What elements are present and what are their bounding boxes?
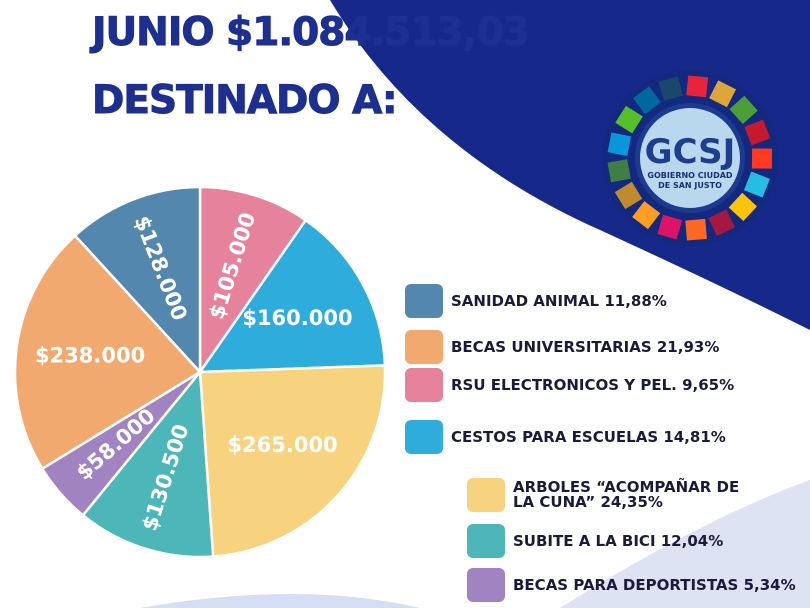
legend-label: RSU ELECTRONICOS Y PEL. 9,65% — [451, 375, 735, 394]
legend-swatch — [467, 478, 505, 512]
legend-swatch — [405, 284, 443, 318]
legend-label: SUBITE A LA BICI 12,04% — [513, 531, 724, 550]
sdg-goal-icon — [614, 181, 643, 210]
sdg-goal-icon — [607, 132, 632, 156]
legend-label: CESTOS PARA ESCUELAS 14,81% — [451, 427, 726, 446]
svg-text:GOBIERNO CIUDAD: GOBIERNO CIUDAD — [647, 171, 733, 180]
sdg-goal-icon — [685, 218, 707, 241]
sdg-goal-icon — [743, 171, 770, 198]
sdg-goal-icon — [744, 119, 771, 146]
legend-swatch — [467, 568, 505, 602]
sdg-goal-icon — [686, 75, 709, 98]
svg-text:DE SAN JUSTO: DE SAN JUSTO — [658, 181, 722, 190]
pie-slice — [73, 185, 202, 376]
pie-chart: $105.000$160.000$265.000$130.500$58.000$… — [13, 185, 387, 559]
pie-slice — [198, 185, 308, 376]
legend-label: BECAS PARA DEPORTISTAS 5,34% — [513, 575, 796, 594]
sdg-goal-icon — [633, 86, 662, 115]
legend-item: BECAS PARA DEPORTISTAS 5,34% — [467, 568, 796, 602]
pie-data-label: $160.000 — [242, 306, 352, 330]
pie-slice — [197, 218, 387, 374]
legend-swatch — [405, 330, 443, 364]
legend-item: SUBITE A LA BICI 12,04% — [467, 524, 723, 558]
sdg-goal-icon — [729, 95, 758, 125]
pie-slice — [81, 368, 215, 559]
pie-data-label: $265.000 — [227, 433, 337, 457]
logo-acronym: GCSJ — [645, 132, 736, 172]
title-destined: DESTINADO A: — [92, 78, 399, 124]
sdg-goal-icon — [658, 76, 684, 101]
pie-slice — [13, 233, 202, 471]
legend-swatch — [405, 420, 443, 454]
sdg-goal-icon — [607, 159, 631, 183]
legend-item: CESTOS PARA ESCUELAS 14,81% — [405, 420, 726, 454]
sdg-goal-icon — [657, 214, 683, 240]
legend-label: SANIDAD ANIMAL 11,88% — [451, 291, 667, 310]
sdg-goal-icon — [751, 148, 773, 169]
legend-item: RSU ELECTRONICOS Y PEL. 9,65% — [405, 368, 734, 402]
legend-item: BECAS UNIVERSITARIAS 21,93% — [405, 330, 719, 364]
title-month-total: JUNIO $1.084.513,03 — [92, 10, 531, 56]
sdg-goal-icon — [709, 80, 737, 108]
pie-data-label: $238.000 — [35, 344, 145, 368]
gcsj-logo: GCSJ GOBIERNO CIUDAD DE SAN JUSTO — [602, 70, 778, 246]
legend-label: ARBOLES “ACOMPAÑAR DE LA CUNA” 24,35% — [513, 478, 740, 511]
pie-slice — [198, 364, 387, 558]
legend-item: SANIDAD ANIMAL 11,88% — [405, 284, 667, 318]
sdg-goal-icon — [728, 192, 757, 222]
legend-swatch — [405, 368, 443, 402]
legend-label: BECAS UNIVERSITARIAS 21,93% — [451, 337, 720, 356]
legend-item: ARBOLES “ACOMPAÑAR DE LA CUNA” 24,35% — [467, 478, 739, 512]
legend-swatch — [467, 524, 505, 558]
sdg-goal-icon — [632, 201, 661, 230]
sdg-goal-icon — [708, 209, 735, 237]
sdg-goal-icon — [615, 105, 643, 134]
